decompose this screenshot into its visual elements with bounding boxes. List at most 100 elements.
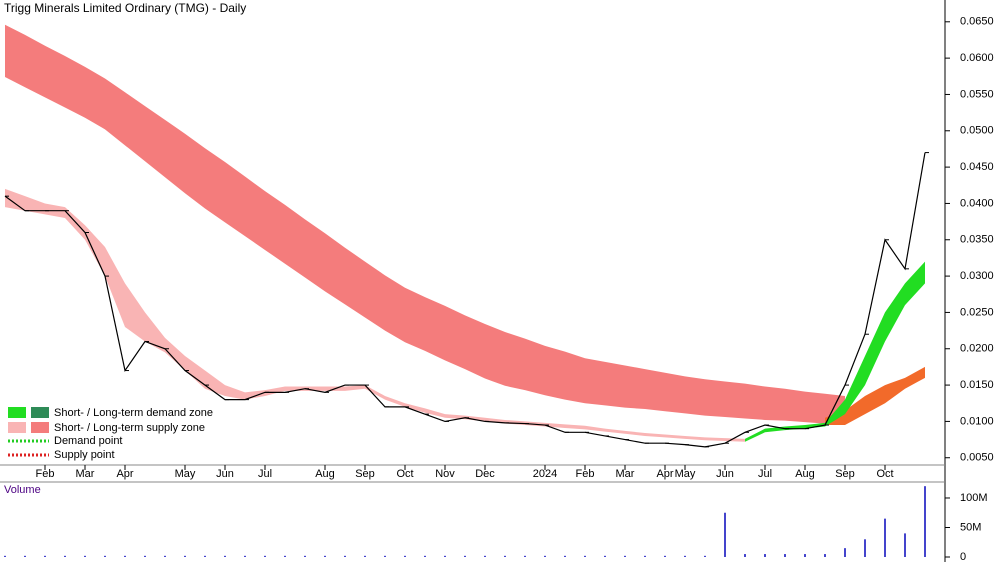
volume-bar bbox=[924, 486, 926, 557]
volume-bar bbox=[684, 555, 686, 557]
volume-bar bbox=[644, 555, 646, 557]
volume-bar bbox=[144, 555, 146, 557]
x-tick-label: Feb bbox=[576, 468, 595, 480]
volume-bar bbox=[224, 555, 226, 557]
volume-bar bbox=[324, 555, 326, 557]
volume-bar bbox=[764, 554, 766, 557]
volume-bar bbox=[704, 555, 706, 557]
volume-bar bbox=[504, 555, 506, 557]
legend: Short- / Long-term demand zone Short- / … bbox=[8, 407, 213, 461]
x-tick-label: Oct bbox=[876, 468, 893, 480]
volume-bar bbox=[604, 555, 606, 557]
legend-swatch bbox=[8, 422, 26, 433]
y-tick-label: 50M bbox=[960, 521, 981, 533]
x-tick-label: May bbox=[175, 468, 196, 480]
x-tick-label: 2024 bbox=[533, 468, 557, 480]
volume-bar bbox=[124, 555, 126, 557]
volume-bar bbox=[564, 555, 566, 557]
x-tick-label: Sep bbox=[355, 468, 375, 480]
volume-bar bbox=[244, 555, 246, 557]
volume-bar bbox=[404, 555, 406, 557]
y-tick-label: 0.0250 bbox=[960, 306, 994, 318]
legend-swatch bbox=[31, 407, 49, 418]
x-tick-label: Jul bbox=[758, 468, 772, 480]
volume-bar bbox=[524, 555, 526, 557]
y-tick-label: 0.0650 bbox=[960, 16, 994, 28]
x-tick-label: Apr bbox=[116, 468, 133, 480]
volume-bar bbox=[904, 533, 906, 557]
volume-bar bbox=[344, 555, 346, 557]
zone-band bbox=[5, 24, 845, 426]
y-tick-label: 0.0600 bbox=[960, 52, 994, 64]
volume-bar bbox=[464, 555, 466, 557]
legend-text: Short- / Long-term supply zone bbox=[54, 422, 205, 434]
volume-bar bbox=[444, 555, 446, 557]
x-tick-label: Jun bbox=[216, 468, 234, 480]
volume-bar bbox=[384, 555, 386, 557]
y-tick-label: 0 bbox=[960, 551, 966, 562]
y-tick-label: 0.0350 bbox=[960, 234, 994, 246]
legend-text: Supply point bbox=[54, 449, 115, 461]
x-tick-label: Sep bbox=[835, 468, 855, 480]
x-tick-label: Oct bbox=[396, 468, 413, 480]
legend-text: Demand point bbox=[54, 435, 123, 447]
volume-label: Volume bbox=[4, 484, 41, 496]
volume-bar bbox=[484, 555, 486, 557]
chart-title: Trigg Minerals Limited Ordinary (TMG) - … bbox=[4, 1, 246, 15]
y-tick-label: 0.0050 bbox=[960, 452, 994, 464]
volume-bar bbox=[164, 555, 166, 557]
legend-swatch bbox=[8, 407, 26, 418]
volume-bar bbox=[804, 554, 806, 557]
y-tick-label: 0.0200 bbox=[960, 343, 994, 355]
x-tick-label: Apr bbox=[656, 468, 673, 480]
volume-bar bbox=[304, 555, 306, 557]
volume-bar bbox=[364, 555, 366, 557]
volume-bar bbox=[284, 555, 286, 557]
y-tick-label: 0.0400 bbox=[960, 197, 994, 209]
x-tick-label: Nov bbox=[435, 468, 455, 480]
y-tick-label: 0.0150 bbox=[960, 379, 994, 391]
volume-bar bbox=[64, 555, 66, 557]
volume-bar bbox=[424, 555, 426, 557]
volume-bar bbox=[664, 555, 666, 557]
x-tick-label: Mar bbox=[76, 468, 95, 480]
volume-bar bbox=[544, 555, 546, 557]
y-tick-label: 0.0300 bbox=[960, 270, 994, 282]
x-tick-label: Feb bbox=[36, 468, 55, 480]
zone-band bbox=[5, 188, 745, 442]
x-tick-label: May bbox=[675, 468, 696, 480]
volume-bar bbox=[864, 539, 866, 557]
x-tick-label: Jul bbox=[258, 468, 272, 480]
volume-bar bbox=[824, 554, 826, 557]
x-tick-label: Dec bbox=[475, 468, 495, 480]
volume-bar bbox=[24, 555, 26, 557]
volume-bar bbox=[844, 548, 846, 557]
volume-bar bbox=[104, 555, 106, 557]
y-tick-label: 0.0500 bbox=[960, 125, 994, 137]
x-tick-label: Aug bbox=[315, 468, 335, 480]
x-tick-label: Jun bbox=[716, 468, 734, 480]
x-tick-label: Mar bbox=[616, 468, 635, 480]
volume-bar bbox=[44, 555, 46, 557]
zone-band bbox=[825, 366, 925, 426]
y-tick-label: 0.0100 bbox=[960, 415, 994, 427]
volume-bar bbox=[264, 555, 266, 557]
volume-bar bbox=[884, 518, 886, 557]
volume-bar bbox=[184, 555, 186, 557]
volume-bar bbox=[624, 555, 626, 557]
volume-bar bbox=[584, 555, 586, 557]
y-tick-label: 0.0550 bbox=[960, 88, 994, 100]
volume-bar bbox=[784, 554, 786, 557]
volume-bar bbox=[4, 555, 6, 557]
legend-swatch bbox=[31, 422, 49, 433]
y-tick-label: 0.0450 bbox=[960, 161, 994, 173]
volume-bar bbox=[744, 554, 746, 557]
legend-text: Short- / Long-term demand zone bbox=[54, 407, 213, 419]
volume-bar bbox=[84, 555, 86, 557]
y-tick-label: 100M bbox=[960, 492, 988, 504]
volume-bar bbox=[204, 555, 206, 557]
volume-bar bbox=[724, 512, 726, 557]
x-tick-label: Aug bbox=[795, 468, 815, 480]
